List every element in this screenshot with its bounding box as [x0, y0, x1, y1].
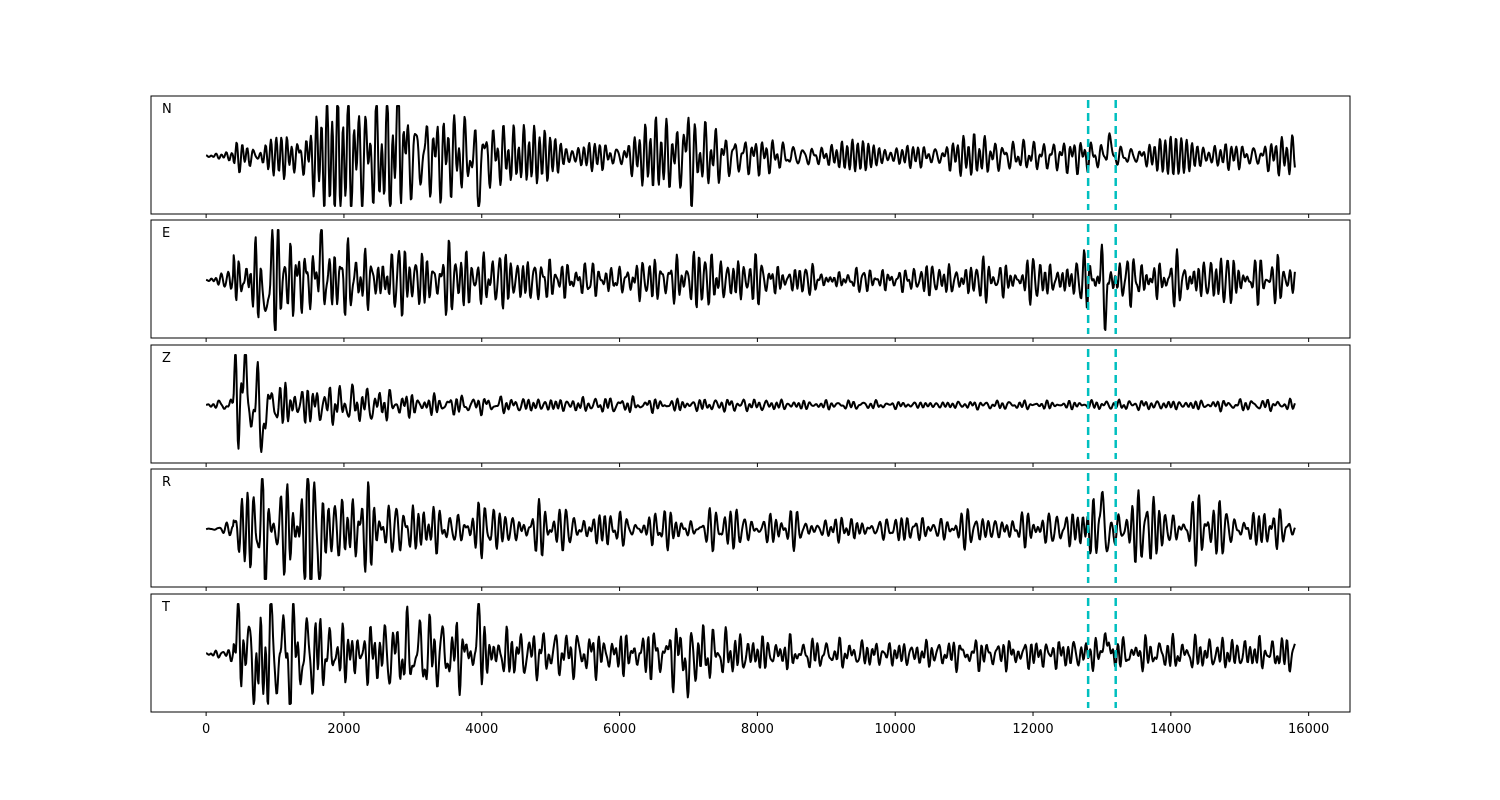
x-tick-label: 16000 — [1288, 722, 1329, 737]
panel-frame — [150, 219, 1351, 339]
x-tick-label: 4000 — [465, 722, 498, 737]
trace-e — [205, 229, 1296, 331]
panel-label: E — [162, 226, 170, 241]
panel-frame — [150, 95, 1351, 215]
panel-frame — [150, 593, 1351, 713]
panel-n: N — [150, 95, 1351, 218]
panel-z: Z — [150, 344, 1351, 467]
trace-t — [205, 603, 1296, 705]
trace-n — [205, 105, 1296, 207]
trace-r — [205, 478, 1296, 580]
panel-t: T — [150, 593, 1351, 716]
panel-label: R — [162, 475, 171, 490]
x-tick-label: 10000 — [875, 722, 916, 737]
x-tick-label: 2000 — [327, 722, 360, 737]
trace-z — [205, 354, 1296, 453]
panel-label: T — [161, 600, 170, 615]
panels-group: N E Z R T — [150, 95, 1351, 716]
panel-e: E — [150, 219, 1351, 342]
x-tick-label: 0 — [202, 722, 210, 737]
x-tick-label: 14000 — [1150, 722, 1191, 737]
panel-r: R — [150, 468, 1351, 591]
x-tick-label: 8000 — [741, 722, 774, 737]
panel-frame — [150, 468, 1351, 588]
panel-label: N — [162, 102, 172, 117]
x-tick-label: 12000 — [1012, 722, 1053, 737]
x-tick-label: 6000 — [603, 722, 636, 737]
panel-frame — [150, 344, 1351, 464]
panel-label: Z — [162, 351, 171, 366]
x-axis: 0 2000 4000 6000 8000 10000 12000 14000 16000 — [202, 722, 1329, 737]
